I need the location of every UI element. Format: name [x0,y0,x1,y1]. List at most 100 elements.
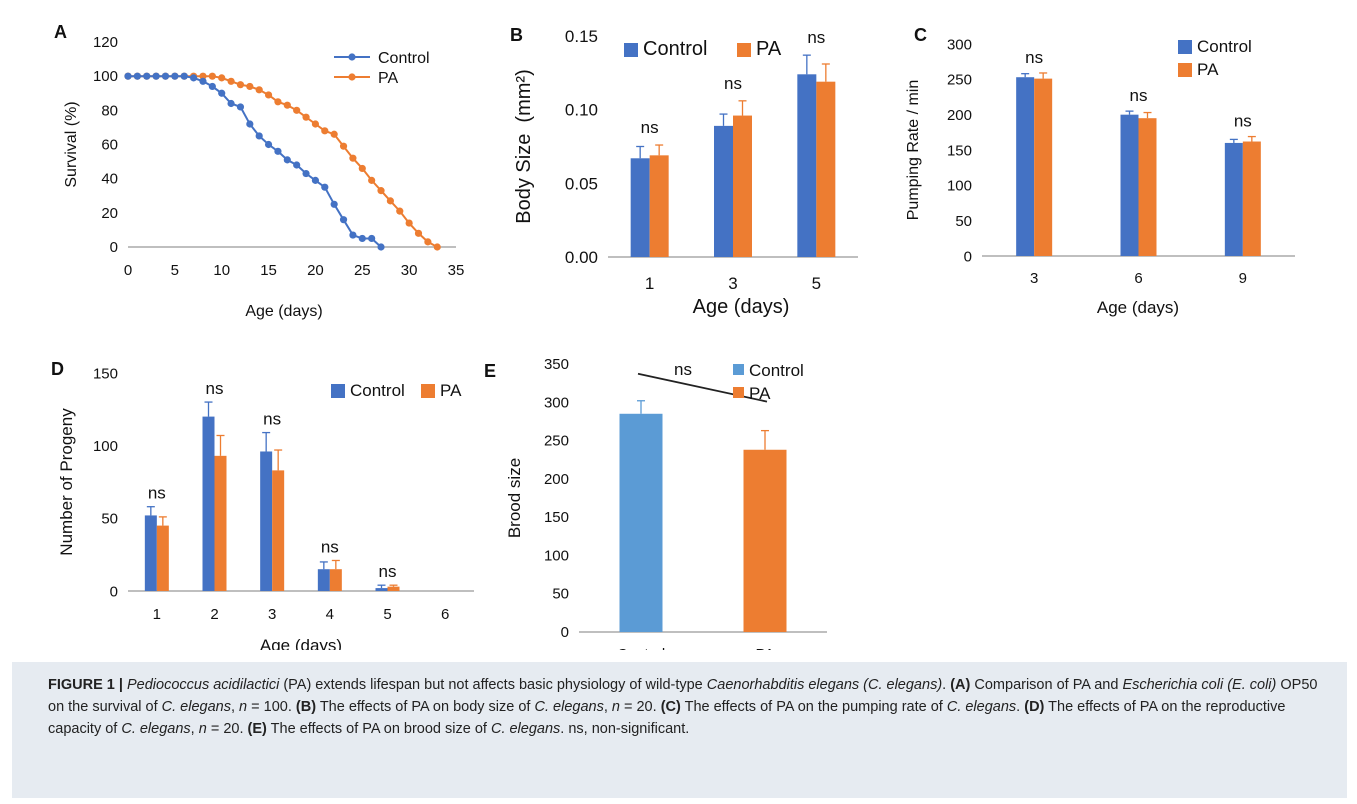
x-tick-label: 5 [171,262,179,279]
x-axis-label: Age (days) [260,636,342,650]
y-tick-label: 20 [101,205,118,222]
data-point [434,243,441,250]
legend-swatch [331,384,345,398]
bar-control [1121,115,1139,256]
caption-text: = 20. [207,721,248,737]
significance-label: ns [379,562,397,581]
bar-pa [650,155,669,257]
bar-pa [272,470,284,591]
data-point [302,170,309,177]
y-axis-label: Pumping Rate / min [905,80,922,221]
data-point [265,91,272,98]
caption-text: , [604,699,612,715]
legend-label: PA [378,70,398,87]
y-tick-label: 100 [544,547,569,564]
bar-pa [215,456,227,591]
y-tick-label: 350 [544,356,569,373]
panel-label-e: E [484,361,496,381]
panel-label-b: B [510,25,523,45]
caption-text: The effects of PA on the pumping rate of [681,699,947,715]
data-point [162,73,169,80]
legend-label: Control [1197,37,1252,56]
bar-control [1225,143,1243,256]
y-tick-label: 120 [93,34,118,51]
data-point [312,120,319,127]
x-tick-label: 10 [213,262,230,279]
legend-marker [348,53,355,60]
legend-swatch [733,364,744,375]
legend-label: PA [749,384,771,403]
legend-swatch [421,384,435,398]
x-tick-label: PA [756,646,775,650]
bar-control [1016,77,1034,256]
bar-pa [1139,118,1157,256]
data-point [331,201,338,208]
x-tick-label: 3 [268,606,276,623]
y-tick-label: 100 [93,68,118,85]
legend-marker [348,73,355,80]
figure-panels: A B C D E 0 5 10 15 20 25 30 35020406080100120A… [0,0,1357,650]
data-point [377,243,384,250]
pumping-rate-chart: 0501001502002503003ns6ns9nsAge (days)Pum… [905,36,1295,317]
y-tick-label: 0 [110,239,118,256]
legend-label: PA [440,381,462,400]
data-point [209,83,216,90]
y-tick-label: 200 [947,107,972,124]
caption-text: n [612,699,620,715]
y-tick-label: 0.00 [565,248,598,267]
data-point [424,238,431,245]
data-point [237,81,244,88]
data-point [321,127,328,134]
x-tick-label: 5 [812,274,821,293]
caption-text: C. elegans [535,699,604,715]
x-tick-label: 9 [1239,270,1247,287]
caption-text: C. elegans [162,699,231,715]
brood-size-chart: 0 50 100 150 200 250 300 350 Control PA ns Brood si… [505,356,827,650]
data-point [190,74,197,81]
data-point [218,74,225,81]
x-tick-label: 30 [401,262,418,279]
data-point [284,102,291,109]
y-tick-label: 40 [101,171,118,188]
legend-swatch [1178,40,1192,54]
bar-control [631,158,650,257]
caption-text: The effects of PA on brood size of [267,721,491,737]
data-point [321,184,328,191]
y-axis-label: Body Size (mm²) [513,69,535,223]
caption-text: Escherichia coli (E. coli) [1122,677,1276,693]
y-tick-label: 100 [93,438,118,455]
y-tick-label: 50 [101,511,118,528]
legend-swatch [624,43,638,57]
data-point [331,131,338,138]
data-point [274,98,281,105]
bar-pa [816,82,835,257]
y-tick-label: 0.10 [565,101,598,120]
caption-text: , [231,699,239,715]
significance-label: ns [263,410,281,429]
x-tick-label: Control [617,646,665,650]
y-axis-label: Brood size [505,458,524,538]
bar-pa [1243,142,1261,256]
panel-label-d: D [51,359,64,379]
caption-panel-ref: (E) [248,721,267,737]
x-tick-label: 3 [728,274,737,293]
x-tick-label: 0 [124,262,132,279]
significance-label: ns [148,484,166,503]
significance-label: ns [1025,48,1043,67]
y-tick-label: 300 [947,36,972,53]
x-tick-label: 3 [1030,270,1038,287]
data-point [237,103,244,110]
y-tick-label: 0.15 [565,27,598,46]
bar-control [797,74,816,257]
data-point [265,141,272,148]
y-tick-label: 100 [947,178,972,195]
y-tick-label: 0 [110,583,118,600]
significance-line [638,374,767,402]
data-point [199,78,206,85]
caption-text: Comparison of PA and [970,677,1122,693]
data-point [396,208,403,215]
y-axis-label: Number of Progeny [57,408,76,556]
caption-label: FIGURE 1 | [48,677,123,693]
data-point [415,230,422,237]
x-tick-label: 25 [354,262,371,279]
